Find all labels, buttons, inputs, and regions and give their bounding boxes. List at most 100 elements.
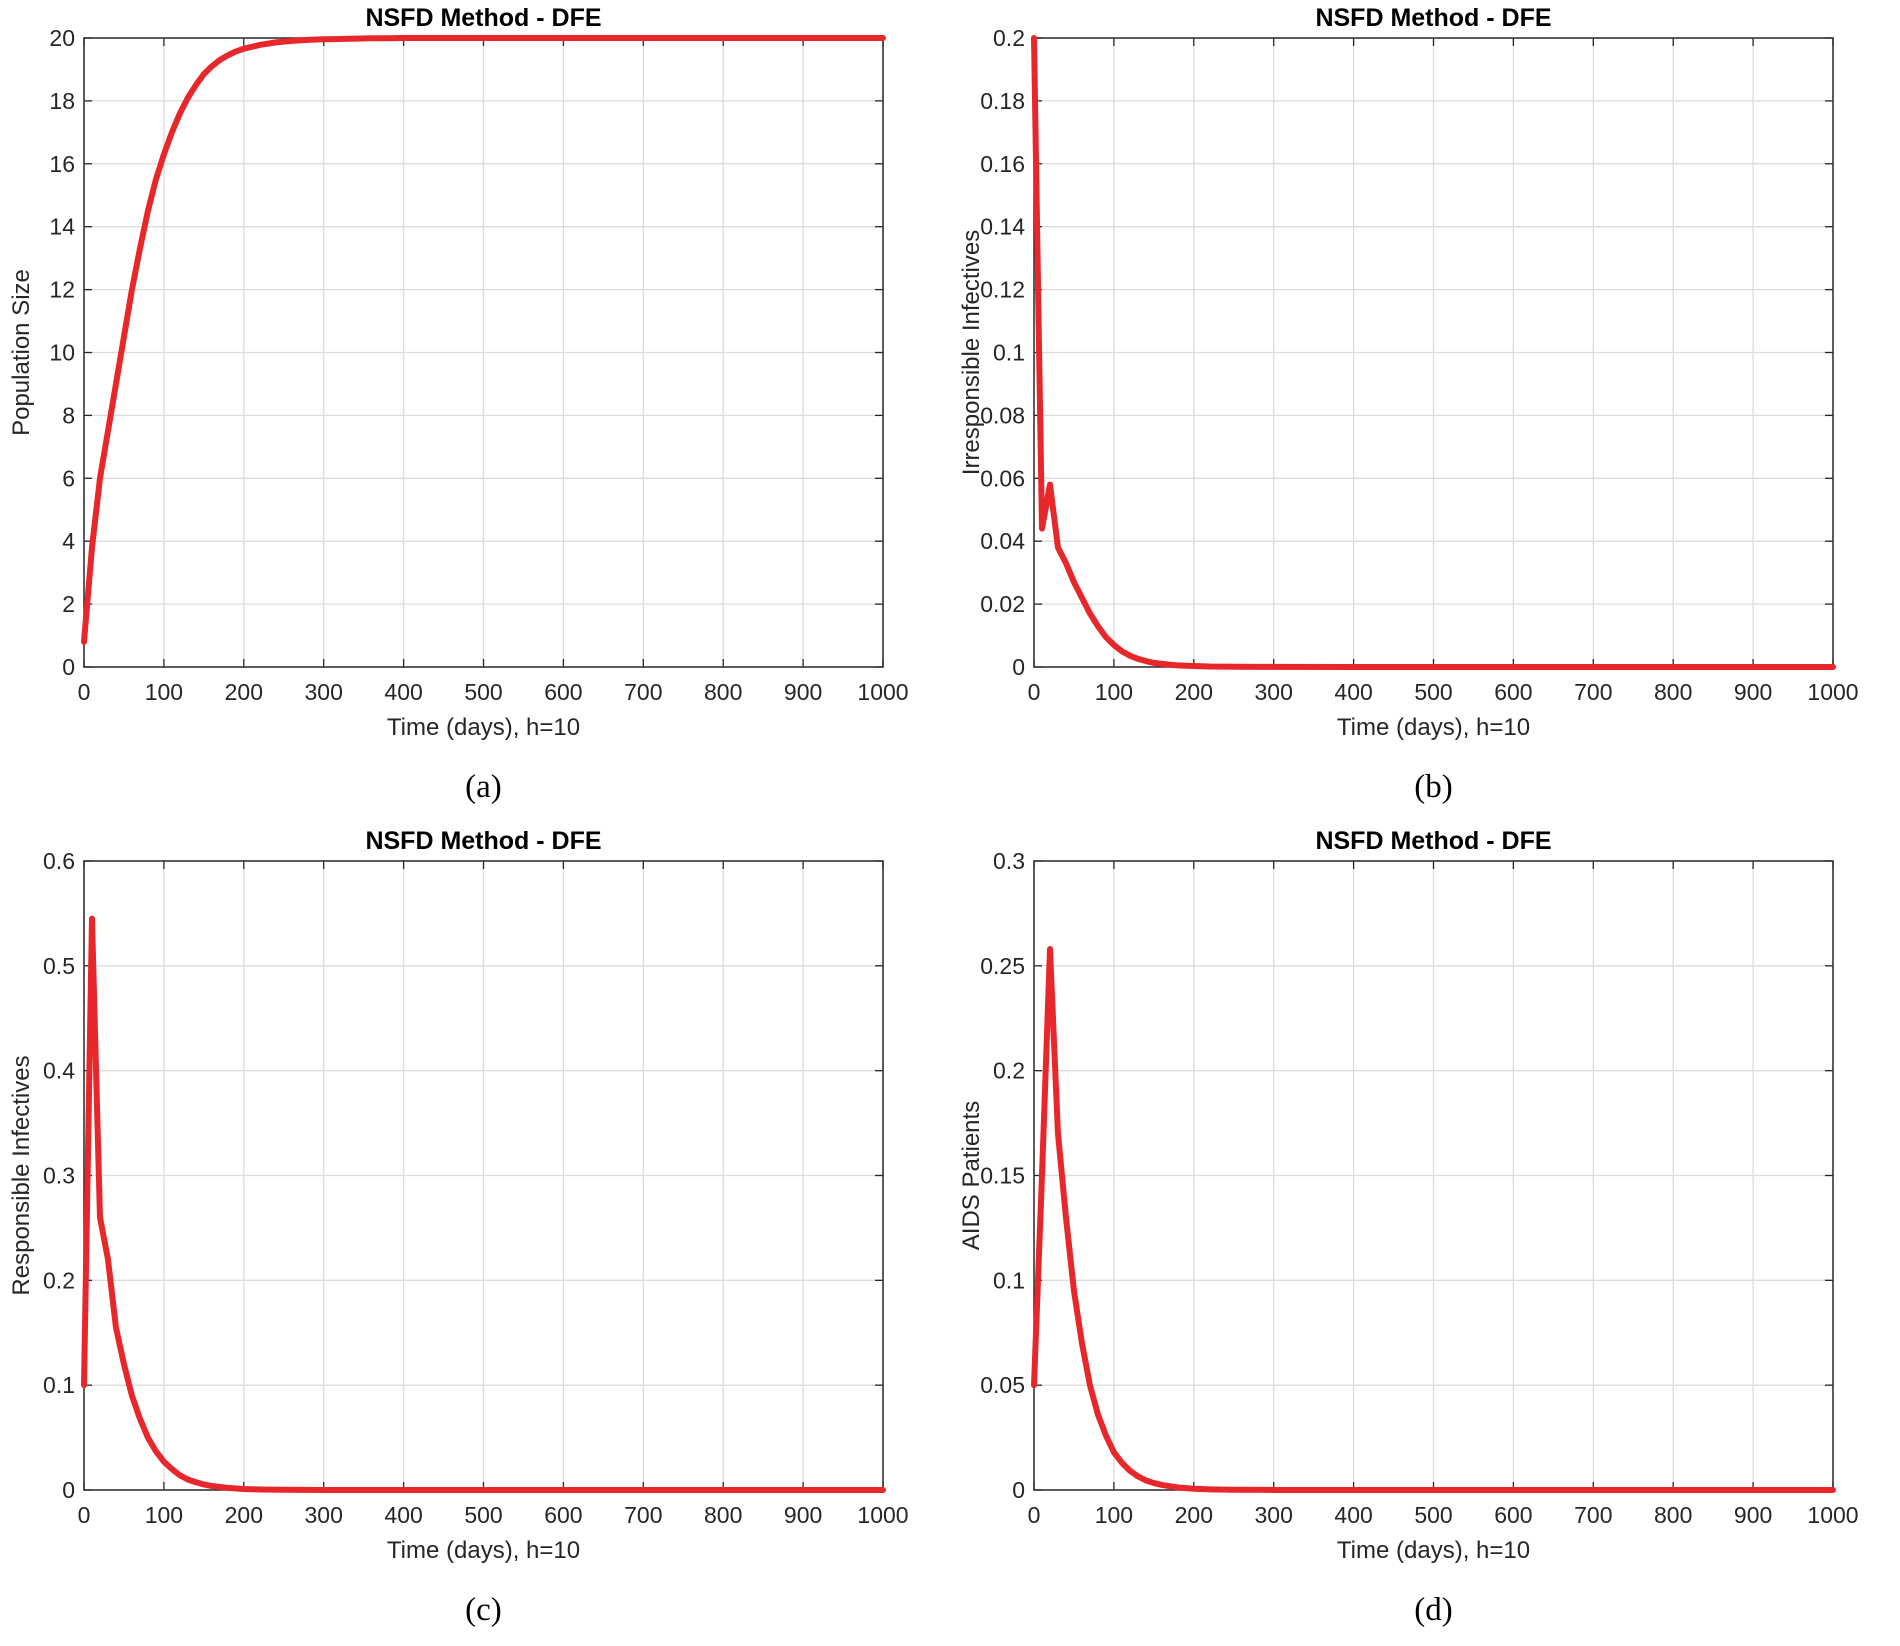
x-tick-label: 1000 [1807,1502,1858,1528]
y-tick-label: 0.06 [980,465,1025,491]
x-tick-label: 100 [1095,679,1133,705]
x-tick-label: 400 [1334,1502,1372,1528]
x-tick-label: 700 [1574,1502,1612,1528]
x-tick-label: 900 [784,1502,822,1528]
y-tick-label: 8 [62,402,75,428]
y-tick-label: 0.25 [980,953,1025,979]
chart-panel-a: 0 100 200 300 400 500 600 700 800 900 1000 0 2 4 6 8 10 1… [0,0,950,823]
x-tick-label: 800 [704,679,742,705]
y-tick-label: 0.1 [43,1372,75,1398]
y-tick-label: 0.1 [993,1267,1025,1293]
chart-title: NSFD Method - DFE [365,827,601,855]
series-line-responsible-infectives [81,915,886,1493]
x-tick-label: 800 [704,1502,742,1528]
x-tick-label: 900 [1734,1502,1772,1528]
panel-caption: (b) [1414,769,1452,805]
x-tick-label: 1000 [857,1502,908,1528]
x-tick-label: 300 [305,1502,343,1528]
y-tick-label: 6 [62,465,75,491]
x-tick-label: 100 [145,1502,183,1528]
x-tick-label: 0 [78,1502,91,1528]
x-tick-label: 200 [1175,1502,1213,1528]
y-tick-label: 14 [49,214,75,240]
y-tick-label: 0.16 [980,151,1025,177]
y-tick-label: 2 [62,591,75,617]
x-tick-label: 300 [305,679,343,705]
x-tick-label: 400 [1334,679,1372,705]
y-axis-label: AIDS Patients [958,1101,985,1250]
chart-panel-b: 0 100 200 300 400 500 600 700 800 900 1000 0 0.02 0.0… [950,0,1900,823]
panel-caption: (d) [1414,1592,1452,1628]
y-tick-label: 0.08 [980,402,1025,428]
x-tick-label: 0 [78,679,91,705]
x-tick-label: 800 [1654,679,1692,705]
x-axis-label: Time (days), h=10 [387,714,580,741]
x-tick-label: 700 [624,1502,662,1528]
y-tick-label: 0.5 [43,953,75,979]
x-tick-label: 900 [784,679,822,705]
y-tick-label: 0.6 [43,848,75,874]
chart-title: NSFD Method - DFE [1315,4,1551,32]
x-tick-label: 400 [384,1502,422,1528]
x-tick-label: 300 [1255,1502,1293,1528]
chart-svg-c: 0 100 200 300 400 500 600 700 800 900 1000 0 0.1 0.2 0… [8,827,909,1628]
chart-panel-d: 0 100 200 300 400 500 600 700 800 900 1000 0 0.05 0.1… [950,823,1900,1646]
y-tick-label: 0.18 [980,88,1025,114]
y-tick-label: 0 [62,654,75,680]
y-tick-label: 0.2 [43,1267,75,1293]
x-tick-label: 100 [1095,1502,1133,1528]
y-tick-label: 0.2 [993,1058,1025,1084]
x-tick-label: 600 [544,679,582,705]
y-tick-label: 0.3 [43,1163,75,1189]
chart-svg-a: 0 100 200 300 400 500 600 700 800 900 1000 0 2 4 6 8 10 1… [8,4,909,805]
x-tick-label: 900 [1734,679,1772,705]
y-tick-label: 16 [49,151,75,177]
x-tick-label: 300 [1255,679,1293,705]
y-tick-label: 0.14 [980,214,1025,240]
chart-panel-c: 0 100 200 300 400 500 600 700 800 900 1000 0 0.1 0.2 0… [0,823,950,1646]
y-tick-label: 18 [49,88,75,114]
chart-title: NSFD Method - DFE [1315,827,1551,855]
x-tick-label: 200 [1175,679,1213,705]
y-tick-label: 0.4 [43,1058,75,1084]
y-tick-label: 0.05 [980,1372,1025,1398]
x-axis-label: Time (days), h=10 [1337,714,1530,741]
x-tick-label: 1000 [1807,679,1858,705]
y-tick-label: 0.04 [980,528,1025,554]
y-tick-label: 10 [49,340,75,366]
y-tick-label: 0.1 [993,340,1025,366]
x-tick-label: 600 [1494,1502,1532,1528]
y-axis-label: Population Size [8,269,35,436]
x-tick-label: 400 [384,679,422,705]
x-axis-label: Time (days), h=10 [387,1537,580,1564]
y-tick-label: 20 [49,25,75,51]
series-line-aids-patients [1031,946,1836,1493]
y-tick-label: 0.2 [993,25,1025,51]
x-tick-label: 500 [1414,679,1452,705]
series-line-irresponsible-infectives [1031,35,1836,670]
x-tick-label: 0 [1028,1502,1041,1528]
chart-svg-b: 0 100 200 300 400 500 600 700 800 900 1000 0 0.02 0.0… [958,4,1859,805]
y-tick-label: 0 [62,1477,75,1503]
y-tick-label: 0 [1012,1477,1025,1503]
y-tick-label: 0.12 [980,277,1025,303]
y-tick-label: 4 [62,528,75,554]
x-tick-label: 600 [544,1502,582,1528]
panel-caption: (c) [465,1592,502,1628]
x-tick-label: 700 [1574,679,1612,705]
x-tick-label: 0 [1028,679,1041,705]
x-tick-label: 800 [1654,1502,1692,1528]
x-tick-label: 1000 [857,679,908,705]
y-tick-label: 0.3 [993,848,1025,874]
x-tick-label: 100 [145,679,183,705]
y-axis-label: Irresponsible Infectives [958,230,985,475]
x-tick-label: 500 [1414,1502,1452,1528]
x-tick-label: 500 [464,679,502,705]
series-line-population-size [81,35,886,645]
x-tick-label: 700 [624,679,662,705]
x-tick-label: 600 [1494,679,1532,705]
y-tick-label: 0.02 [980,591,1025,617]
y-axis-label: Responsible Infectives [8,1055,35,1295]
x-tick-label: 200 [225,1502,263,1528]
x-axis-label: Time (days), h=10 [1337,1537,1530,1564]
